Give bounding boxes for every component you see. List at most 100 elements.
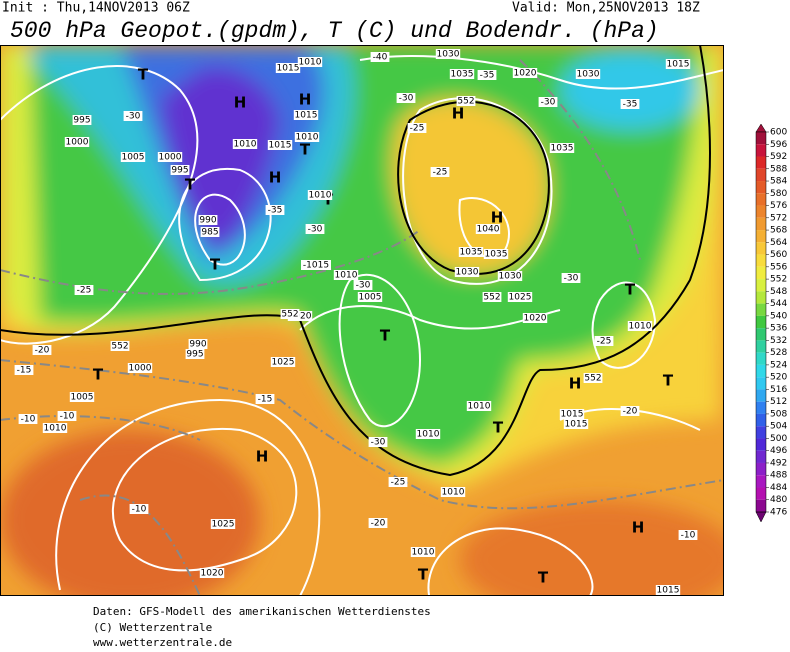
colorbar-segment	[756, 217, 766, 231]
label-box	[188, 339, 208, 349]
label-box	[357, 292, 383, 302]
contour-label: 1015	[295, 111, 318, 121]
label-box	[14, 365, 34, 375]
label-box	[454, 267, 480, 277]
contour-label: -25	[77, 286, 92, 296]
colorbar-label: 556	[770, 262, 787, 272]
contour-label: 552	[111, 342, 128, 352]
label-box	[127, 363, 153, 373]
label-box	[210, 519, 236, 529]
label-box	[575, 69, 601, 79]
contour-label: 1000	[66, 138, 89, 148]
colorbar-label: 584	[770, 177, 787, 187]
pressure-center: T	[380, 327, 391, 345]
contour-label: 552	[584, 374, 601, 384]
colorbar-label: 536	[770, 324, 787, 334]
label-box	[255, 394, 275, 404]
label-box	[549, 143, 575, 153]
contour-label: -35	[623, 100, 638, 110]
pressure-center: H	[256, 448, 269, 466]
colorbar-label: 548	[770, 287, 787, 297]
colorbar-label: 488	[770, 471, 787, 481]
colorbar-segment	[756, 181, 766, 194]
colorbar-segment	[756, 230, 766, 243]
contour-label: 1000	[129, 364, 152, 374]
label-box	[32, 345, 52, 355]
pressure-center: H	[491, 209, 504, 227]
label-box	[538, 97, 558, 107]
label-box	[333, 270, 359, 280]
pressure-center: H	[569, 375, 582, 393]
colorbar-segment	[756, 438, 766, 451]
label-box	[199, 568, 225, 578]
contour-label: -30	[371, 438, 386, 448]
label-box	[475, 224, 501, 234]
contour-label: -30	[356, 281, 371, 291]
contour-label: 1030	[456, 268, 479, 278]
label-box	[270, 357, 296, 367]
contour-label: -25	[410, 124, 425, 134]
label-box	[678, 530, 698, 540]
colorbar-segment	[756, 156, 766, 169]
pressure-center: T	[625, 281, 636, 299]
contour-label: 1015	[667, 60, 690, 70]
colorbar-label: 492	[770, 458, 787, 468]
label-box	[507, 292, 533, 302]
colorbar-arrow	[755, 123, 767, 133]
contour-label: -25	[391, 478, 406, 488]
contour-label: 1010	[442, 488, 465, 498]
contour-label: 1010	[299, 58, 322, 68]
label-box	[170, 165, 190, 175]
contour-label: -30	[399, 94, 414, 104]
label-box	[301, 260, 331, 270]
contour-label: 1035	[485, 250, 508, 260]
label-box	[297, 57, 323, 67]
colorbar-segment	[756, 426, 766, 439]
contour-label: 1010	[468, 402, 491, 412]
label-box	[620, 406, 640, 416]
contour-label: -25	[597, 337, 612, 347]
colorbar-label: 576	[770, 201, 787, 211]
label-box	[57, 411, 77, 421]
contour-label: 1010	[309, 191, 332, 201]
label-box	[559, 409, 585, 419]
colorbar-label: 540	[770, 311, 787, 321]
label-box	[497, 271, 523, 281]
colorbar-segment	[756, 303, 766, 316]
colorbar-label: 596	[770, 140, 787, 150]
label-box	[120, 152, 146, 162]
colorbar-label: 520	[770, 373, 787, 383]
footer-line: Daten: GFS-Modell des amerikanischen Wet…	[93, 605, 431, 618]
colorbar-segment	[756, 413, 766, 427]
map-title: 500 hPa Geopot.(gpdm), T (C) und Bodendr…	[10, 18, 659, 44]
pressure-center: H	[632, 519, 645, 537]
contour-label: -30	[541, 98, 556, 108]
pressure-center: T	[185, 176, 196, 194]
pressure-center: T	[418, 566, 429, 584]
colorbar-label: 484	[770, 483, 787, 493]
contour-label: -20	[371, 519, 386, 529]
colorbar-label: 560	[770, 250, 787, 260]
label-box	[594, 336, 614, 346]
contour-label: 1005	[122, 153, 145, 163]
label-box	[583, 373, 603, 383]
colorbar-segment	[756, 450, 766, 463]
colorbar-segment	[756, 462, 766, 476]
label-box	[655, 585, 681, 595]
colorbar-label: 512	[770, 397, 787, 407]
label-box	[430, 167, 450, 177]
colorbar-segment	[756, 291, 766, 304]
footer-line: www.wetterzentrale.de	[93, 636, 232, 648]
pressure-center: H	[452, 105, 465, 123]
label-box	[294, 132, 320, 142]
label-box	[305, 224, 325, 234]
colorbar-label: 504	[770, 422, 787, 432]
label-box	[368, 518, 388, 528]
colorbar-segment	[756, 340, 766, 353]
contour-label: 1015	[277, 64, 300, 74]
contour-label: 1015	[269, 141, 292, 151]
colorbar-segment	[756, 205, 766, 218]
colorbar-segment	[756, 242, 766, 255]
colorbar-label: 496	[770, 446, 787, 456]
